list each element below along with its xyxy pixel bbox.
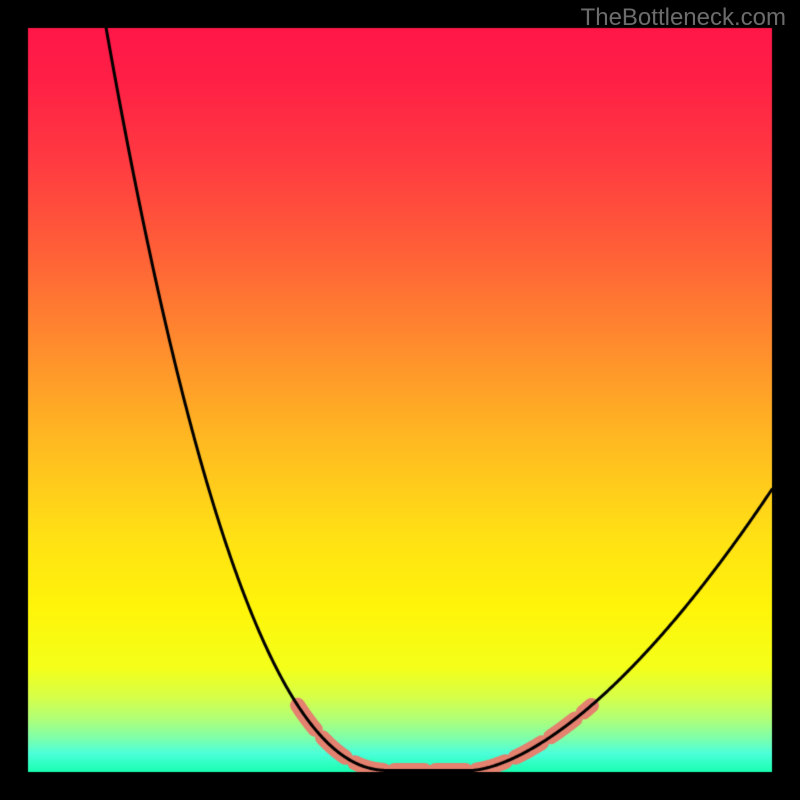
bottleneck-chart-canvas xyxy=(0,0,800,800)
chart-stage: TheBottleneck.com xyxy=(0,0,800,800)
